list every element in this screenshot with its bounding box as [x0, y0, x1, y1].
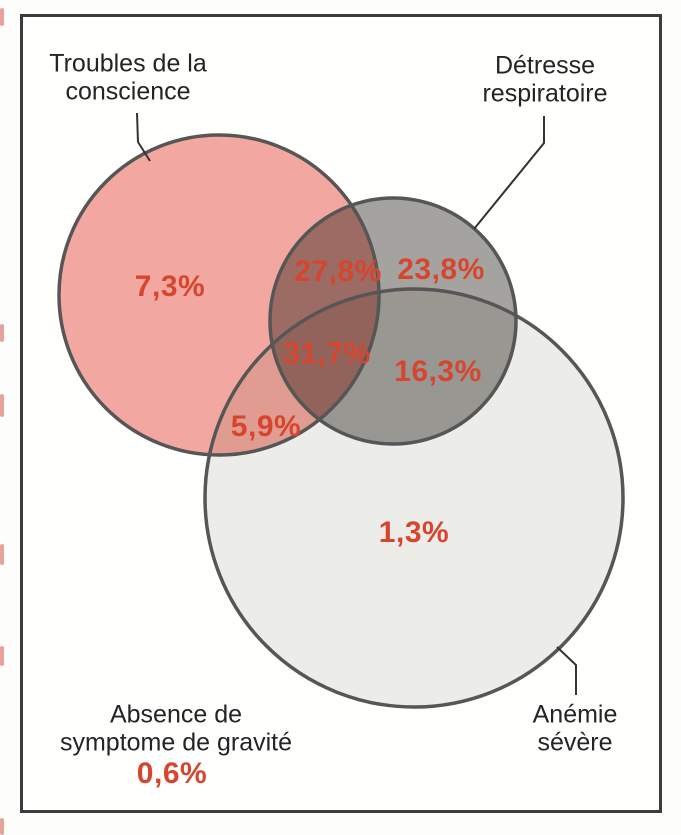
label-troubles: Troubles de la conscience	[49, 49, 207, 106]
label-detresse-line1: Détresse	[494, 51, 596, 80]
page-edge-mark	[0, 8, 4, 26]
value-detresse-only: 23,8%	[397, 253, 485, 286]
label-anemie-line1: Anémie	[532, 700, 618, 729]
label-troubles-line1: Troubles de la	[49, 49, 207, 78]
label-anemie: Anémie sévère	[532, 700, 618, 757]
leader-line-detresse	[473, 116, 545, 230]
value-troubles-detresse: 27,8%	[294, 255, 382, 288]
value-troubles-only: 7,3%	[134, 270, 206, 303]
circle-anemie-outline	[203, 287, 625, 709]
label-absence: Absence de symptome de gravité	[59, 700, 293, 757]
value-troubles-anemie: 5,9%	[230, 410, 302, 443]
page-edge-mark	[0, 646, 4, 666]
value-detresse-anemie: 16,3%	[394, 355, 482, 388]
overlap-triple	[270, 289, 379, 444]
page-edge-mark	[0, 324, 4, 342]
label-detresse-line2: respiratoire	[482, 79, 608, 107]
circle-troubles-outline	[57, 133, 381, 457]
leader-line-anemie	[556, 646, 577, 695]
label-anemie-line2: sévère	[537, 728, 613, 756]
circle-detresse-outline	[268, 196, 518, 446]
page-edge-mark	[0, 544, 4, 565]
page-edge-mark	[0, 818, 4, 835]
value-triple: 31,7%	[283, 337, 371, 370]
label-absence-line1: Absence de	[109, 700, 243, 729]
label-absence-line2: symptome de gravité	[59, 728, 293, 756]
value-anemie-only: 1,3%	[378, 516, 450, 549]
label-detresse: Détresse respiratoire	[482, 51, 608, 108]
value-absence: 0,6%	[136, 757, 208, 790]
leader-line-troubles	[136, 112, 151, 162]
label-troubles-line2: conscience	[65, 77, 191, 105]
page-edge-mark	[0, 394, 4, 417]
